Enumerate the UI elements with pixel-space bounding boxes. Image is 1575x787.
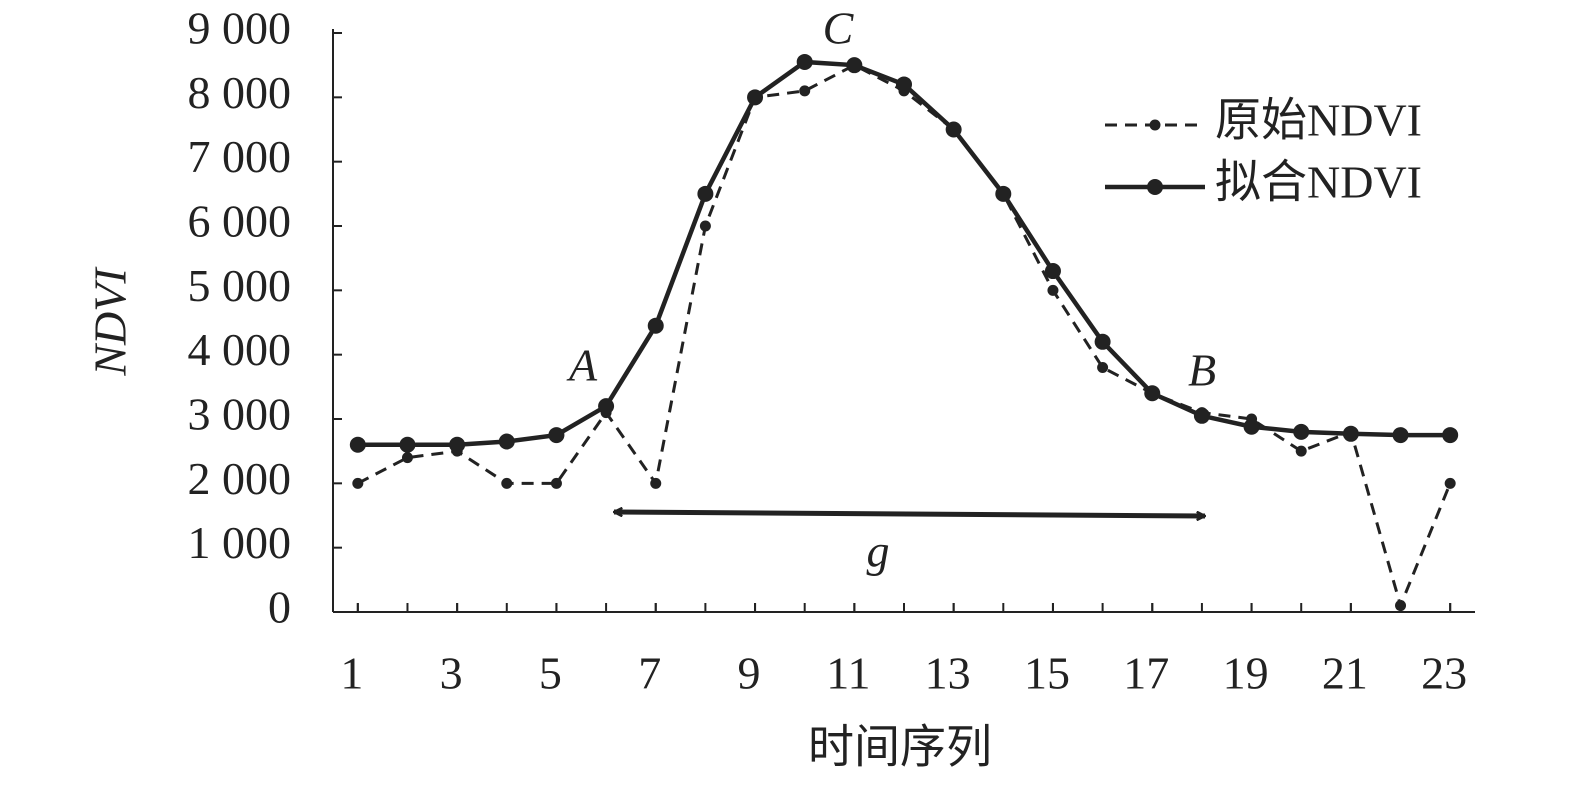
point <box>1047 284 1059 296</box>
x-tick-label: 11 <box>826 648 870 699</box>
y-tick-label: 0 <box>268 582 291 633</box>
y-tick-label: 7 000 <box>188 131 292 182</box>
y-tick-label: 5 000 <box>188 260 292 311</box>
annotation: g <box>867 526 890 577</box>
x-tick-label: 23 <box>1421 648 1467 699</box>
point <box>650 477 662 489</box>
point <box>598 398 615 415</box>
legend-marker <box>1149 119 1161 131</box>
point <box>697 185 714 202</box>
y-tick-label: 9 000 <box>188 3 292 54</box>
point <box>399 436 416 453</box>
legend-label: 原始NDVI <box>1215 95 1422 146</box>
point <box>747 89 764 106</box>
x-tick-label: 15 <box>1024 648 1070 699</box>
point <box>846 57 863 74</box>
point <box>1342 425 1359 442</box>
y-tick-label: 6 000 <box>188 196 292 247</box>
point <box>995 185 1012 202</box>
series-line <box>357 63 1452 611</box>
y-axis-label: NDVI <box>85 266 136 377</box>
point <box>498 433 515 450</box>
x-tick-label: 3 <box>440 648 463 699</box>
point <box>796 53 813 70</box>
x-tick-label: 7 <box>638 648 661 699</box>
x-tick-label: 13 <box>925 648 971 699</box>
x-tick-label: 21 <box>1322 648 1368 699</box>
point <box>352 477 364 489</box>
annotation: B <box>1188 345 1216 396</box>
annotation: A <box>566 340 598 391</box>
point <box>1395 600 1407 612</box>
point <box>896 76 912 93</box>
y-tick-label: 3 000 <box>188 389 292 440</box>
y-tick-label: 4 000 <box>188 324 292 375</box>
x-tick-label: 5 <box>539 648 562 699</box>
point <box>550 477 562 489</box>
legend-label: 拟合NDVI <box>1215 157 1422 208</box>
x-tick-label: 1 <box>340 648 363 699</box>
point <box>799 85 811 97</box>
point <box>1094 333 1111 350</box>
point <box>501 477 513 489</box>
x-tick-label: 19 <box>1223 648 1269 699</box>
point <box>1243 418 1260 435</box>
g-span-arrow <box>614 512 1205 516</box>
point <box>1144 385 1161 402</box>
point <box>1444 477 1456 489</box>
y-tick-label: 8 000 <box>188 67 292 118</box>
point <box>1097 362 1109 374</box>
point <box>1442 427 1459 444</box>
point <box>647 317 664 334</box>
legend-marker <box>1147 179 1163 195</box>
point <box>1295 445 1307 457</box>
y-tick-label: 1 000 <box>188 517 292 568</box>
point <box>1293 423 1310 440</box>
x-tick-label: 17 <box>1123 648 1169 699</box>
point <box>449 436 466 453</box>
x-tick-label: 9 <box>738 648 761 699</box>
point <box>1044 263 1061 280</box>
annotation: C <box>823 3 855 54</box>
point <box>1193 407 1210 424</box>
point <box>945 121 962 138</box>
x-axis-label: 时间序列 <box>808 722 992 773</box>
point <box>1392 427 1409 444</box>
point <box>699 220 711 232</box>
point <box>548 427 565 444</box>
y-tick-label: 2 000 <box>188 453 292 504</box>
point <box>401 452 413 464</box>
point <box>349 436 366 453</box>
